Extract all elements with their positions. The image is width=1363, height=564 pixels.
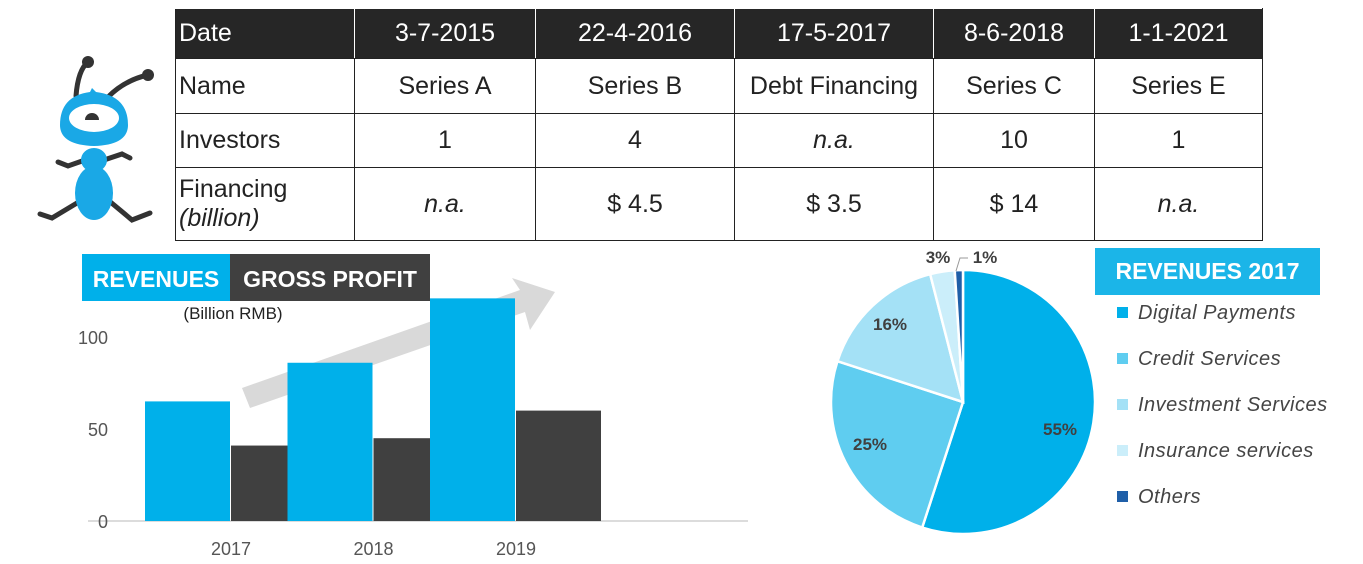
row-label: Financing (billion) xyxy=(175,167,355,241)
y-tick-label: 100 xyxy=(78,328,108,348)
table-cell: $ 3.5 xyxy=(734,167,934,241)
table-header-row: Date 3-7-2015 22-4-2016 17-5-2017 8-6-20… xyxy=(175,8,1263,59)
pie-data-label: 55% xyxy=(1043,420,1077,439)
table-cell: Series A xyxy=(354,58,536,114)
legend-swatch xyxy=(1117,307,1128,318)
table-cell: Series E xyxy=(1094,58,1263,114)
table-cell: n.a. xyxy=(354,167,536,241)
legend-label: Credit Services xyxy=(1138,348,1282,370)
table-cell: $ 4.5 xyxy=(535,167,735,241)
legend-item: Credit Services xyxy=(1117,348,1281,371)
table-cell: Series B xyxy=(535,58,735,114)
bar-gross-profit-2019 xyxy=(516,410,601,521)
x-tick-label: 2017 xyxy=(211,539,251,559)
bar-revenues-2019 xyxy=(430,298,515,521)
row-label: Investors xyxy=(175,113,355,168)
revenue-bar-chart: 0 50 100 2017 2018 2019 REVENUES GROSS PROFIT (B… xyxy=(78,254,748,559)
table-cell: 4 xyxy=(535,113,735,168)
legend-item: Insurance services xyxy=(1117,440,1314,463)
legend-swatch xyxy=(1117,491,1128,502)
legend-item: Digital Payments xyxy=(1117,302,1296,325)
header-cell: 3-7-2015 xyxy=(354,8,536,59)
row-label-unit: (billion) xyxy=(179,204,260,232)
legend-label: Others xyxy=(1138,486,1202,508)
pie-title: REVENUES 2017 xyxy=(1095,248,1320,295)
pie-data-label: 3% xyxy=(926,248,951,267)
legend-label: GROSS PROFIT xyxy=(243,266,417,292)
pie-data-label: 16% xyxy=(873,315,907,334)
pie-slice-others xyxy=(953,268,965,403)
legend-swatch xyxy=(1117,445,1128,456)
table-row: Financing (billion) n.a. $ 4.5 $ 3.5 $ 14… xyxy=(175,167,1263,241)
legend-label: Digital Payments xyxy=(1138,302,1297,324)
x-tick-label: 2018 xyxy=(353,539,393,559)
header-cell: 22-4-2016 xyxy=(535,8,735,59)
funding-table: Date 3-7-2015 22-4-2016 17-5-2017 8-6-20… xyxy=(175,8,1263,241)
y-tick-label: 0 xyxy=(98,512,108,532)
revenue-pie-chart: 55% 25% 16% 3% 1% xyxy=(829,248,1097,536)
y-axis-unit-label: (Billion RMB) xyxy=(183,304,282,323)
table-row: Investors 1 4 n.a. 10 1 xyxy=(175,113,1263,168)
pie-slice-investment-services xyxy=(835,272,965,404)
legend-item: Investment Services xyxy=(1117,394,1328,417)
bar-revenues-2017 xyxy=(145,401,230,521)
leader-line xyxy=(955,257,968,272)
legend-swatch xyxy=(230,254,430,301)
bar-revenues-2018 xyxy=(287,362,373,521)
row-label-text: Financing xyxy=(179,175,288,203)
legend-swatch xyxy=(82,254,230,301)
y-tick-label: 50 xyxy=(88,420,108,440)
header-cell: 1-1-2021 xyxy=(1094,8,1263,59)
table-cell: 1 xyxy=(1094,113,1263,168)
header-cell: 8-6-2018 xyxy=(933,8,1095,59)
legend-label: Investment Services xyxy=(1138,394,1328,416)
table-cell: n.a. xyxy=(734,113,934,168)
row-label: Name xyxy=(175,58,355,114)
legend-label: REVENUES xyxy=(93,266,220,292)
header-cell: Date xyxy=(175,8,355,59)
pie-slice-digital-payments xyxy=(920,268,1097,536)
ant-logo xyxy=(37,56,154,223)
legend-item: Others xyxy=(1117,486,1201,509)
pie-slice-credit-services xyxy=(829,359,965,530)
table-cell: 10 xyxy=(933,113,1095,168)
table-cell: n.a. xyxy=(1094,167,1263,241)
table-cell: Series C xyxy=(933,58,1095,114)
table-cell: Debt Financing xyxy=(734,58,934,114)
legend-label: Insurance services xyxy=(1138,440,1314,462)
pie-data-label: 25% xyxy=(853,435,887,454)
header-cell: 17-5-2017 xyxy=(734,8,934,59)
table-row: Name Series A Series B Debt Financing Se… xyxy=(175,58,1263,114)
table-cell: $ 14 xyxy=(933,167,1095,241)
pie-data-label: 1% xyxy=(973,248,998,267)
x-tick-label: 2019 xyxy=(496,539,536,559)
legend-swatch xyxy=(1117,353,1128,364)
table-cell: 1 xyxy=(354,113,536,168)
legend-swatch xyxy=(1117,399,1128,410)
